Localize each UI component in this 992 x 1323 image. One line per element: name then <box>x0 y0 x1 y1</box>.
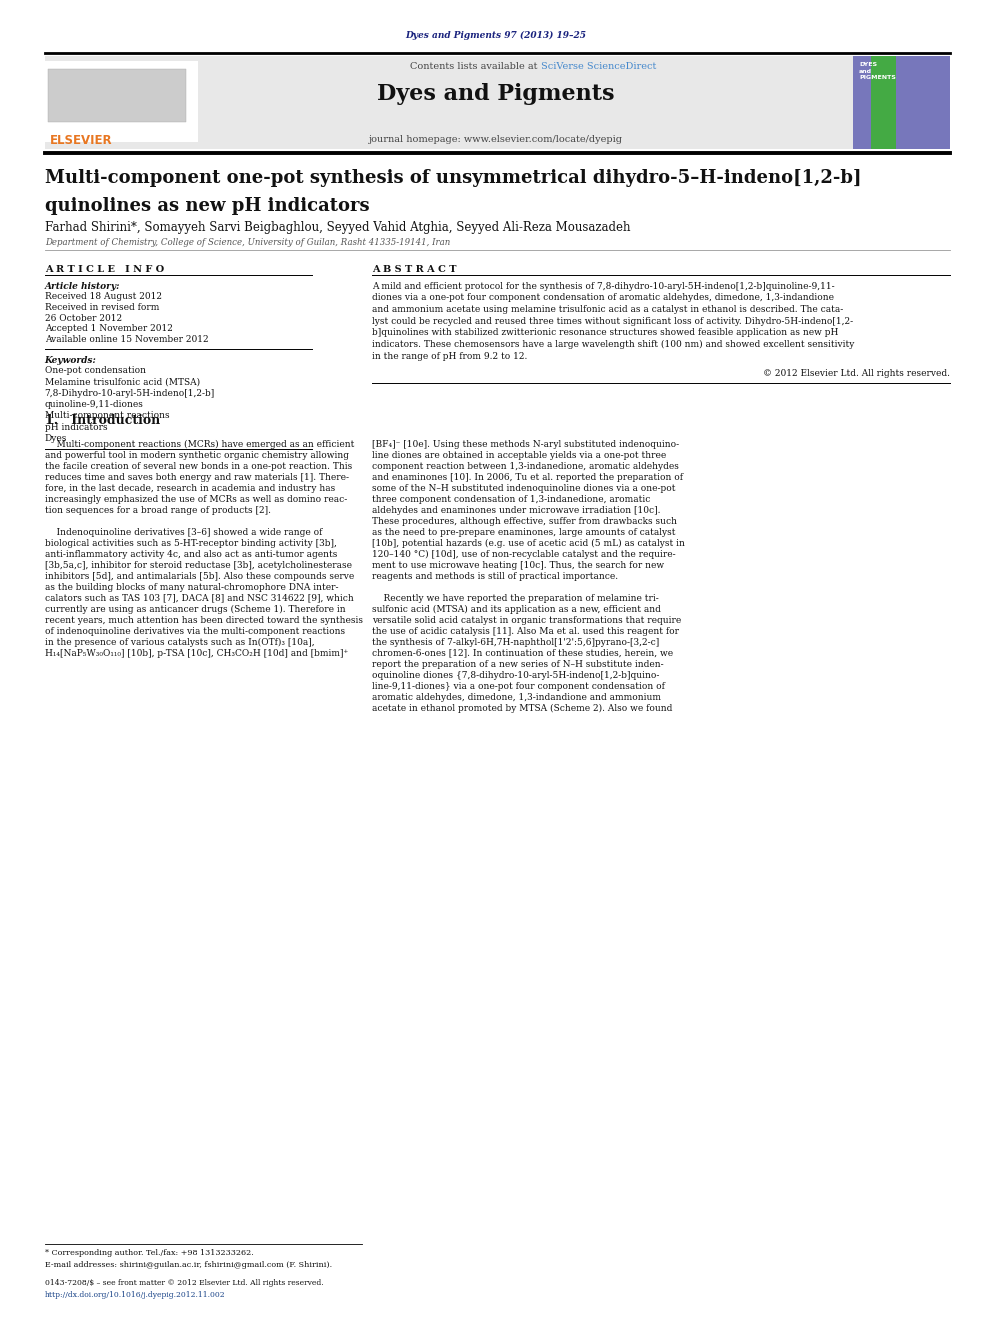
Text: 0143-7208/$ – see front matter © 2012 Elsevier Ltd. All rights reserved.: 0143-7208/$ – see front matter © 2012 El… <box>45 1279 323 1287</box>
Text: lyst could be recycled and reused three times without significant loss of activi: lyst could be recycled and reused three … <box>372 316 853 325</box>
Text: Received in revised form: Received in revised form <box>45 303 159 312</box>
Text: currently are using as anticancer drugs (Scheme 1). Therefore in: currently are using as anticancer drugs … <box>45 605 345 614</box>
Text: increasingly emphasized the use of MCRs as well as domino reac-: increasingly emphasized the use of MCRs … <box>45 495 347 504</box>
Text: quinoline-9,11-diones: quinoline-9,11-diones <box>45 400 144 409</box>
Text: Dyes and Pigments 97 (2013) 19–25: Dyes and Pigments 97 (2013) 19–25 <box>406 30 586 40</box>
Text: These procedures, although effective, suffer from drawbacks such: These procedures, although effective, su… <box>372 517 677 527</box>
Text: some of the N–H substituted indenoquinoline diones via a one-pot: some of the N–H substituted indenoquinol… <box>372 484 676 493</box>
Text: reagents and methods is still of practical importance.: reagents and methods is still of practic… <box>372 572 618 581</box>
Text: in the range of pH from 9.2 to 12.: in the range of pH from 9.2 to 12. <box>372 352 528 361</box>
Text: the use of acidic catalysis [11]. Also Ma et al. used this reagent for: the use of acidic catalysis [11]. Also M… <box>372 627 679 636</box>
Text: 120–140 °C) [10d], use of non-recyclable catalyst and the require-: 120–140 °C) [10d], use of non-recyclable… <box>372 550 676 558</box>
Bar <box>48 69 186 122</box>
Text: sulfonic acid (MTSA) and its application as a new, efficient and: sulfonic acid (MTSA) and its application… <box>372 605 661 614</box>
Text: A B S T R A C T: A B S T R A C T <box>372 265 456 274</box>
Text: journal homepage: www.elsevier.com/locate/dyepig: journal homepage: www.elsevier.com/locat… <box>369 135 623 144</box>
Text: Available online 15 November 2012: Available online 15 November 2012 <box>45 335 208 344</box>
Text: A mild and efficient protocol for the synthesis of 7,8-dihydro-10-aryl-5H-indeno: A mild and efficient protocol for the sy… <box>372 282 834 291</box>
Text: aromatic aldehydes, dimedone, 1,3-indandione and ammonium: aromatic aldehydes, dimedone, 1,3-indand… <box>372 692 661 701</box>
Text: * Corresponding author. Tel./fax: +98 1313233262.: * Corresponding author. Tel./fax: +98 13… <box>45 1249 253 1257</box>
Text: tion sequences for a broad range of products [2].: tion sequences for a broad range of prod… <box>45 505 271 515</box>
Text: Recently we have reported the preparation of melamine tri-: Recently we have reported the preparatio… <box>372 594 659 603</box>
Text: line-9,11-diones} via a one-pot four component condensation of: line-9,11-diones} via a one-pot four com… <box>372 681 665 691</box>
Text: H₁₄[NaP₅W₃₀O₁₁₀] [10b], p-TSA [10c], CH₃CO₂H [10d] and [bmim]⁺: H₁₄[NaP₅W₃₀O₁₁₀] [10b], p-TSA [10c], CH₃… <box>45 648 348 658</box>
Text: 1.   Introduction: 1. Introduction <box>45 414 160 426</box>
Bar <box>853 56 950 149</box>
Text: line diones are obtained in acceptable yields via a one-pot three: line diones are obtained in acceptable y… <box>372 451 667 460</box>
Text: [BF₄]⁻ [10e]. Using these methods N-aryl substituted indenoquino-: [BF₄]⁻ [10e]. Using these methods N-aryl… <box>372 441 680 448</box>
Text: Multi-component reactions (MCRs) have emerged as an efficient: Multi-component reactions (MCRs) have em… <box>45 441 354 448</box>
Text: Farhad Shirini*, Somayyeh Sarvi Beigbaghlou, Seyyed Vahid Atghia, Seyyed Ali-Rez: Farhad Shirini*, Somayyeh Sarvi Beigbagh… <box>45 221 630 234</box>
Text: DYES
and
PIGMENTS: DYES and PIGMENTS <box>859 62 896 81</box>
Text: and ammonium acetate using melamine trisulfonic acid as a catalyst in ethanol is: and ammonium acetate using melamine tris… <box>372 306 843 314</box>
Text: calators such as TAS 103 [7], DACA [8] and NSC 314622 [9], which: calators such as TAS 103 [7], DACA [8] a… <box>45 594 353 603</box>
Text: 26 October 2012: 26 October 2012 <box>45 314 122 323</box>
Text: Dyes and Pigments: Dyes and Pigments <box>377 83 615 106</box>
Text: http://dx.doi.org/10.1016/j.dyepig.2012.11.002: http://dx.doi.org/10.1016/j.dyepig.2012.… <box>45 1291 225 1299</box>
Text: Article history:: Article history: <box>45 282 120 291</box>
Text: Accepted 1 November 2012: Accepted 1 November 2012 <box>45 324 173 333</box>
Text: aldehydes and enaminones under microwave irradiation [10c].: aldehydes and enaminones under microwave… <box>372 505 661 515</box>
Text: report the preparation of a new series of N–H substitute inden-: report the preparation of a new series o… <box>372 660 664 668</box>
Text: component reaction between 1,3-indanedione, aromatic aldehydes: component reaction between 1,3-indanedio… <box>372 462 679 471</box>
Text: © 2012 Elsevier Ltd. All rights reserved.: © 2012 Elsevier Ltd. All rights reserved… <box>763 369 950 377</box>
Text: the synthesis of 7-alkyl-6H,7H-naphthol[1'2':5,6]pyrano-[3,2-c]: the synthesis of 7-alkyl-6H,7H-naphthol[… <box>372 638 660 647</box>
Text: fore, in the last decade, research in academia and industry has: fore, in the last decade, research in ac… <box>45 484 335 493</box>
Text: acetate in ethanol promoted by MTSA (Scheme 2). Also we found: acetate in ethanol promoted by MTSA (Sch… <box>372 704 673 713</box>
Bar <box>871 56 896 149</box>
Text: Contents lists available at: Contents lists available at <box>410 62 541 71</box>
Text: indicators. These chemosensors have a large wavelength shift (100 nm) and showed: indicators. These chemosensors have a la… <box>372 340 854 349</box>
Text: three component condensation of 1,3-indanedione, aromatic: three component condensation of 1,3-inda… <box>372 495 651 504</box>
Text: as the need to pre-prepare enaminones, large amounts of catalyst: as the need to pre-prepare enaminones, l… <box>372 528 676 537</box>
Bar <box>45 61 198 142</box>
Text: Indenoquinoline derivatives [3–6] showed a wide range of: Indenoquinoline derivatives [3–6] showed… <box>45 528 322 537</box>
Text: Melamine trisulfonic acid (MTSA): Melamine trisulfonic acid (MTSA) <box>45 378 199 386</box>
Text: in the presence of various catalysts such as In(OTf)₃ [10a],: in the presence of various catalysts suc… <box>45 638 314 647</box>
Text: pH indicators: pH indicators <box>45 422 107 431</box>
Text: ment to use microwave heating [10c]. Thus, the search for new: ment to use microwave heating [10c]. Thu… <box>372 561 664 570</box>
Text: inhibitors [5d], and antimalarials [5b]. Also these compounds serve: inhibitors [5d], and antimalarials [5b].… <box>45 572 354 581</box>
Text: Department of Chemistry, College of Science, University of Guilan, Rasht 41335-1: Department of Chemistry, College of Scie… <box>45 238 450 247</box>
Text: E-mail addresses: shirini@guilan.ac.ir, fshirini@gmail.com (F. Shirini).: E-mail addresses: shirini@guilan.ac.ir, … <box>45 1261 331 1269</box>
Text: 7,8-Dihydro-10-aryl-5H-indeno[1,2-b]: 7,8-Dihydro-10-aryl-5H-indeno[1,2-b] <box>45 389 215 398</box>
Bar <box>45 56 950 149</box>
Text: A R T I C L E   I N F O: A R T I C L E I N F O <box>45 265 164 274</box>
Text: as the building blocks of many natural-chromophore DNA inter-: as the building blocks of many natural-c… <box>45 582 338 591</box>
Text: ELSEVIER: ELSEVIER <box>50 134 112 147</box>
Text: b]quinolines with stabilized zwitterionic resonance structures showed feasible a: b]quinolines with stabilized zwitterioni… <box>372 328 838 337</box>
Text: recent years, much attention has been directed toward the synthesis: recent years, much attention has been di… <box>45 615 363 624</box>
Text: and enaminones [10]. In 2006, Tu et al. reported the preparation of: and enaminones [10]. In 2006, Tu et al. … <box>372 474 683 482</box>
Text: and powerful tool in modern synthetic organic chemistry allowing: and powerful tool in modern synthetic or… <box>45 451 348 460</box>
Text: biological activities such as 5-HT-receptor binding activity [3b],: biological activities such as 5-HT-recep… <box>45 538 336 548</box>
Text: versatile solid acid catalyst in organic transformations that require: versatile solid acid catalyst in organic… <box>372 615 682 624</box>
Text: Multi-component reactions: Multi-component reactions <box>45 411 170 421</box>
Text: One-pot condensation: One-pot condensation <box>45 366 146 376</box>
Text: [3b,5a,c], inhibitor for steroid reductase [3b], acetylcholinesterase: [3b,5a,c], inhibitor for steroid reducta… <box>45 561 351 570</box>
Text: Keywords:: Keywords: <box>45 356 96 365</box>
Text: reduces time and saves both energy and raw materials [1]. There-: reduces time and saves both energy and r… <box>45 474 348 482</box>
Text: diones via a one-pot four component condensation of aromatic aldehydes, dimedone: diones via a one-pot four component cond… <box>372 294 834 303</box>
Text: chromen-6-ones [12]. In continuation of these studies, herein, we: chromen-6-ones [12]. In continuation of … <box>372 648 674 658</box>
Text: SciVerse ScienceDirect: SciVerse ScienceDirect <box>541 62 656 71</box>
Text: Received 18 August 2012: Received 18 August 2012 <box>45 292 162 302</box>
Text: quinolines as new pH indicators: quinolines as new pH indicators <box>45 197 369 216</box>
Text: oquinoline diones {7,8-dihydro-10-aryl-5H-indeno[1,2-b]quino-: oquinoline diones {7,8-dihydro-10-aryl-5… <box>372 671 660 680</box>
Text: Dyes: Dyes <box>45 434 67 443</box>
Text: [10b], potential hazards (e.g. use of acetic acid (5 mL) as catalyst in: [10b], potential hazards (e.g. use of ac… <box>372 538 684 548</box>
Text: anti-inflammatory activity 4c, and also act as anti-tumor agents: anti-inflammatory activity 4c, and also … <box>45 550 337 558</box>
Text: Multi-component one-pot synthesis of unsymmetrical dihydro-5–H-indeno[1,2-b]: Multi-component one-pot synthesis of uns… <box>45 169 861 188</box>
Text: of indenoquinoline derivatives via the multi-component reactions: of indenoquinoline derivatives via the m… <box>45 627 345 636</box>
Text: the facile creation of several new bonds in a one-pot reaction. This: the facile creation of several new bonds… <box>45 462 352 471</box>
